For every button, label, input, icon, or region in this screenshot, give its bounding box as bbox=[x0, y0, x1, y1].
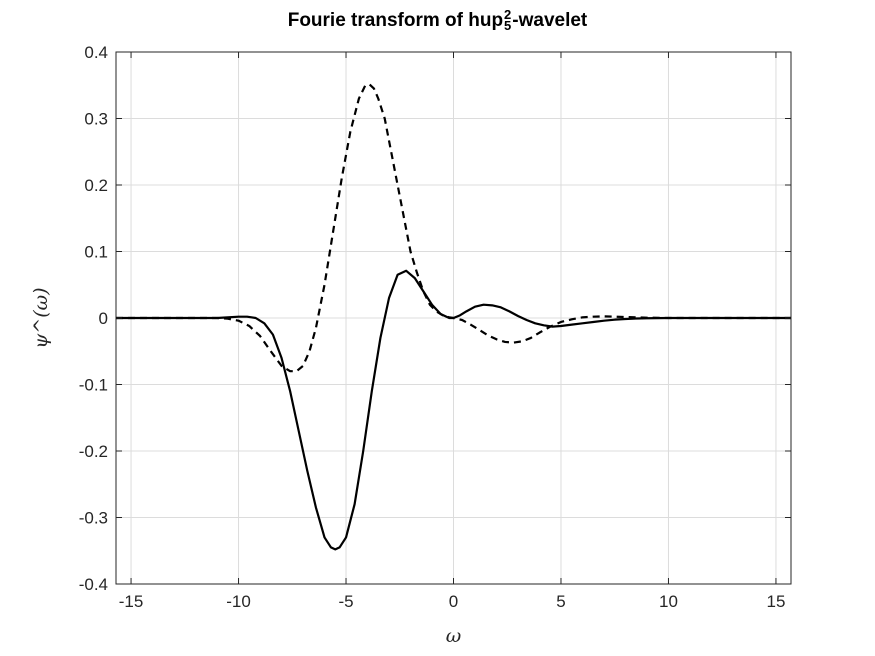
y-tick-label: 0 bbox=[99, 309, 108, 328]
title-subscript: 5 bbox=[504, 18, 512, 33]
y-tick-label: 0.1 bbox=[84, 243, 108, 262]
y-tick-label: -0.4 bbox=[79, 575, 108, 594]
y-tick-label: -0.1 bbox=[79, 376, 108, 395]
x-axis-label: ω bbox=[446, 625, 462, 647]
y-tick-label: 0.3 bbox=[84, 110, 108, 129]
x-tick-label: 10 bbox=[659, 592, 678, 611]
series-line-dashed bbox=[116, 83, 791, 373]
x-tick-label: -5 bbox=[338, 592, 353, 611]
y-axis-label: ψ^(ω) bbox=[30, 287, 52, 348]
y-tick-label: 0.4 bbox=[84, 43, 108, 62]
x-tick-label: 5 bbox=[556, 592, 565, 611]
x-tick-label: -10 bbox=[226, 592, 251, 611]
axis-ticks: -15 -10 -5 0 5 10 15 -0.4 -0.3 -0.2 -0.1 0 0.1 0.2 0.3… bbox=[79, 43, 791, 611]
y-tick-label: -0.3 bbox=[79, 509, 108, 528]
x-tick-label: 15 bbox=[766, 592, 785, 611]
x-tick-label: 0 bbox=[449, 592, 458, 611]
y-tick-label: -0.2 bbox=[79, 442, 108, 461]
y-tick-label: 0.2 bbox=[84, 176, 108, 195]
chart-title: Fourie transform of hup 2 5 -wavelet bbox=[287, 7, 588, 33]
title-superscript: 2 bbox=[504, 7, 512, 22]
series-lines bbox=[116, 83, 791, 551]
x-tick-label: -15 bbox=[119, 592, 144, 611]
